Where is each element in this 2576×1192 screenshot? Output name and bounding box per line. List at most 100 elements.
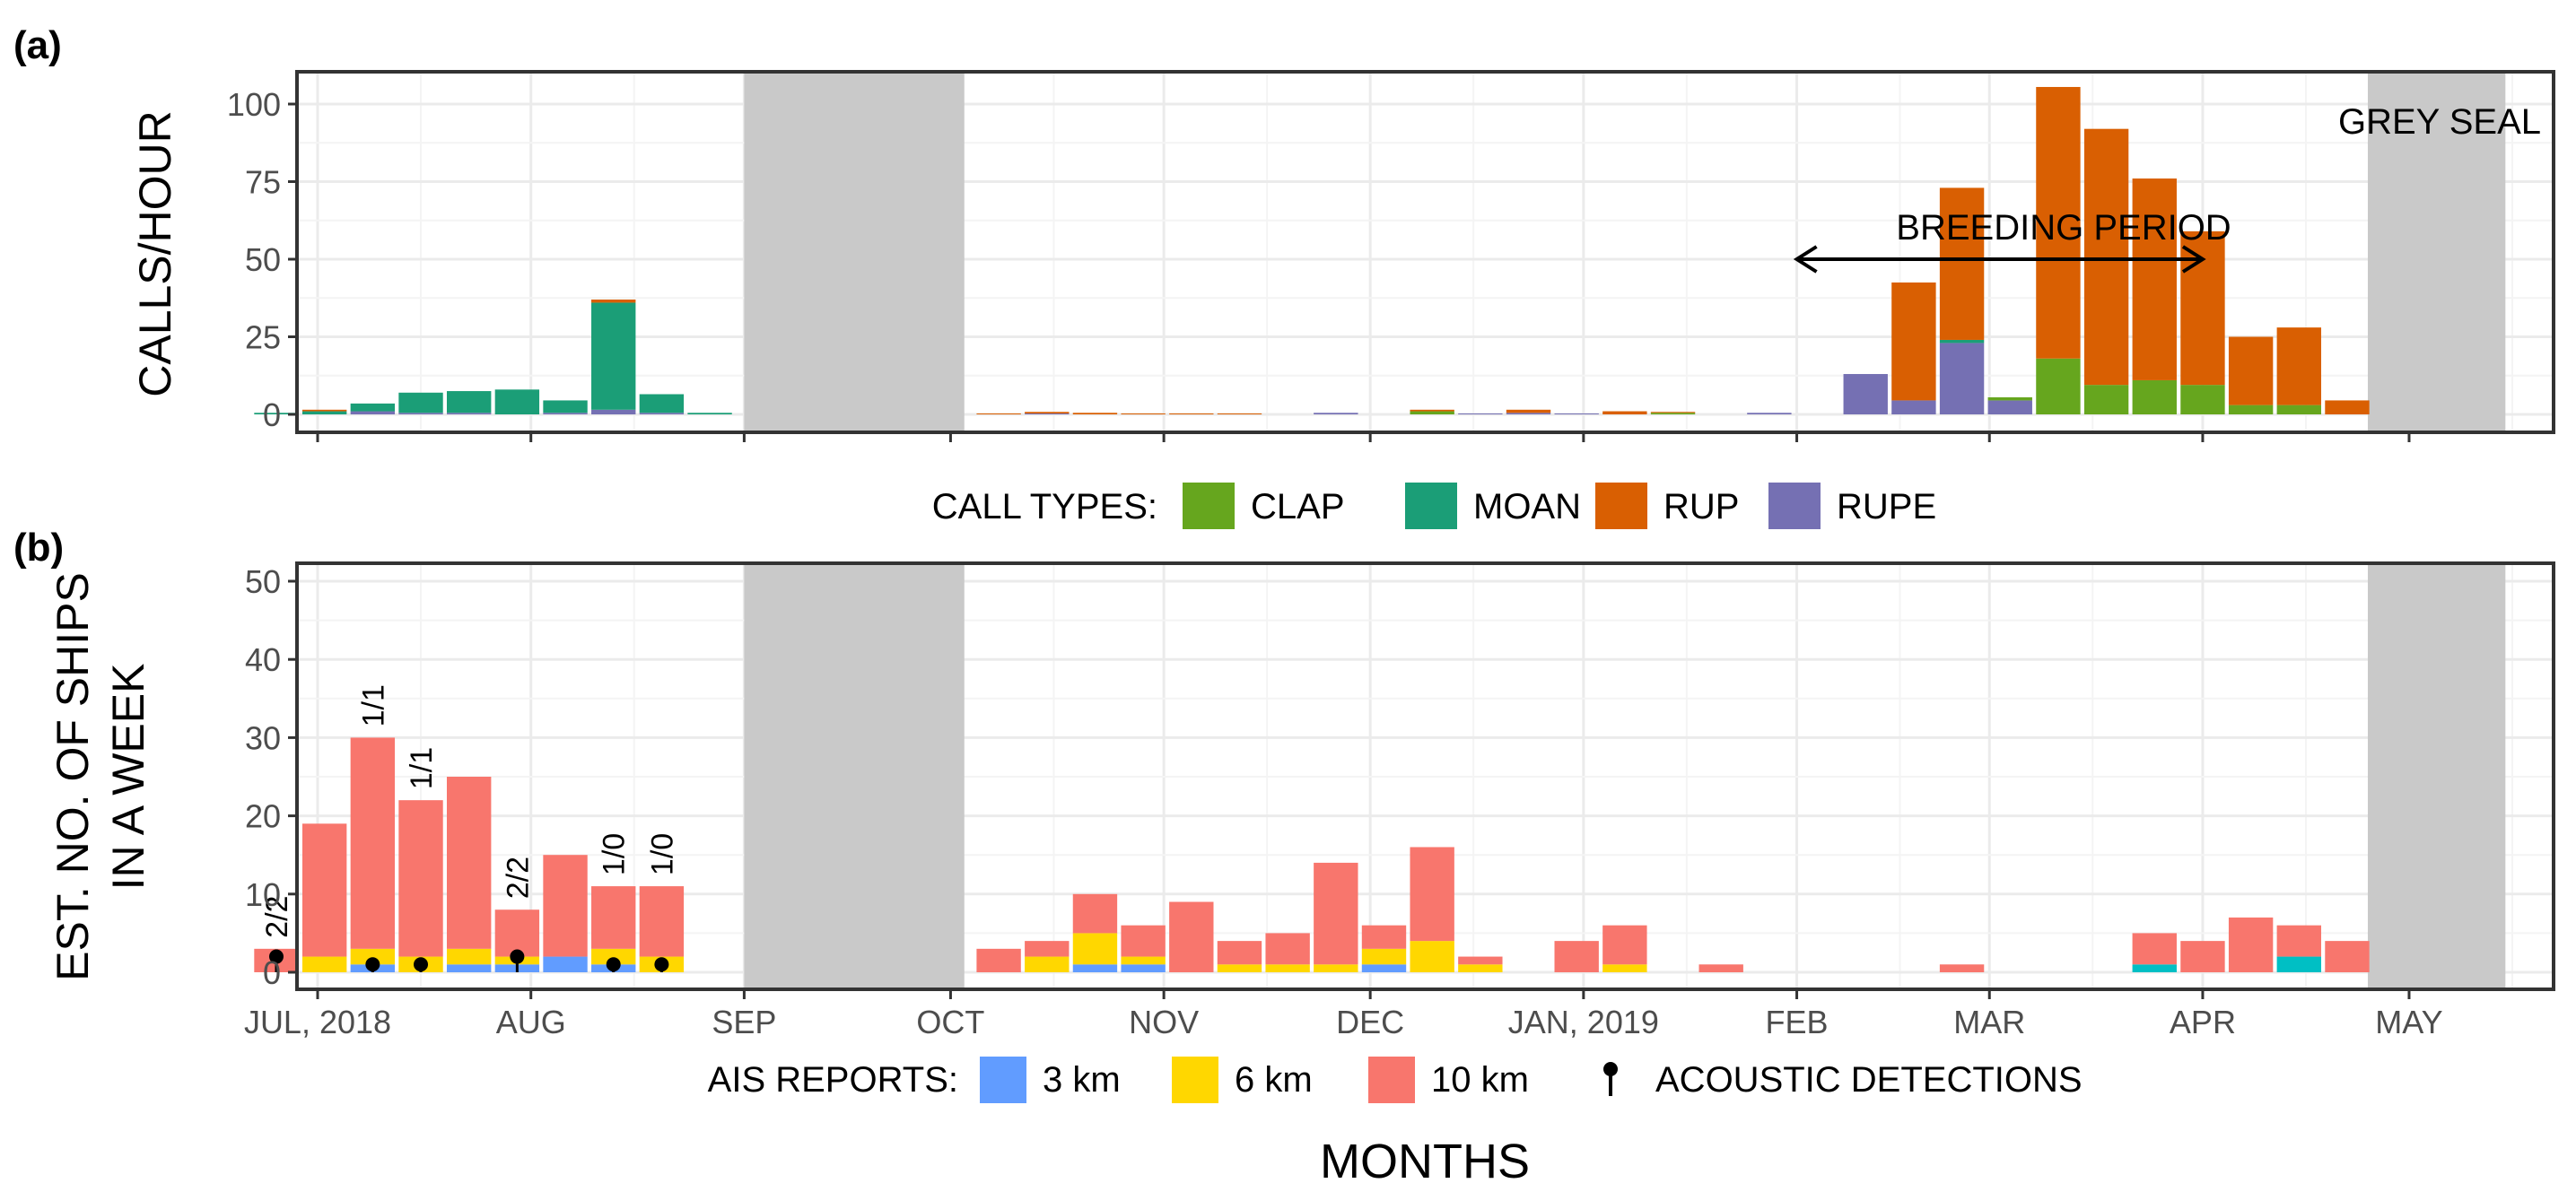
breeding-period-label: BREEDING PERIOD: [1896, 208, 2231, 248]
bar-rup: [2276, 327, 2321, 405]
legend-swatch-clap: [1183, 483, 1235, 529]
bar-10km: [301, 823, 347, 957]
panel-a-y-ticks: 0 25 50 75 100: [227, 86, 297, 433]
bar-6km: [1602, 964, 1647, 972]
panel-a-border: [295, 70, 2555, 434]
breeding-arrow-head-left: [1793, 245, 1818, 274]
y-tick-label: 10: [245, 876, 281, 913]
bar-rupe: [1506, 413, 1551, 414]
bar-10km: [976, 948, 1021, 972]
bar-10km: [447, 777, 492, 949]
panel-b-y-axis-title: EST. NO. OF SHIPS IN A WEEK: [48, 572, 153, 981]
panel-b-x-ticks: JUL, 2018 AUG SEP OCT NOV DEC JAN, 2019 FEB MAR A…: [244, 989, 2443, 1040]
y-tick-label: 30: [245, 719, 281, 756]
bar-rup: [1072, 413, 1118, 414]
bar-rupe: [1891, 400, 1936, 414]
bar-rupe: [1843, 374, 1888, 414]
bar-count-label: 1/1: [405, 747, 439, 789]
panel-a-gap-shading: [744, 72, 2506, 432]
bar-rup: [1121, 413, 1166, 414]
panel-b-border: [295, 561, 2555, 991]
bar-rup: [1025, 412, 1070, 413]
bar-10km: [1410, 847, 1454, 942]
bar-moan: [350, 403, 396, 412]
y-tick-label: 25: [245, 319, 281, 356]
bar-6km: [591, 948, 636, 965]
bar-rupe: [398, 413, 443, 414]
bar-6km: [350, 948, 396, 965]
legend-swatch-ais-3km: [980, 1057, 1026, 1103]
bar-rupe: [1025, 413, 1070, 414]
x-axis-title: MONTHS: [1320, 1135, 1530, 1188]
legend-swatch-ais-10km: [1368, 1057, 1415, 1103]
detection-point: [365, 957, 380, 972]
bar-10km: [2180, 941, 2225, 972]
bar-moan: [398, 392, 443, 413]
bar-10km: [1072, 893, 1118, 934]
bar-6km: [1458, 964, 1503, 972]
y-tick-label: 50: [245, 241, 281, 278]
bar-10km: [2228, 917, 2274, 972]
bar-moan: [1939, 339, 1985, 344]
bar-rup: [2228, 336, 2274, 405]
bar-moan: [447, 391, 492, 413]
x-tick-label: DEC: [1336, 1004, 1404, 1040]
call-types-legend: CALL TYPES: CLAP MOAN RUP RUPE: [932, 483, 1936, 529]
bar-10km: [1458, 956, 1503, 965]
legend-label-rupe: RUPE: [1837, 487, 1936, 526]
bar-moan: [494, 389, 540, 414]
bar-rupe: [1747, 413, 1792, 414]
bar-rup: [2083, 128, 2129, 386]
y-tick-label: 50: [245, 563, 281, 600]
panel-b: 2/2 1/1 1/1 2/2 1/0 1/0 0 10 20 30 40 50 JUL, 2018…: [13, 526, 2555, 1040]
bar-moan: [687, 413, 732, 414]
bar-6km: [1025, 956, 1070, 972]
bar-rup: [1506, 409, 1551, 413]
bar-rup: [976, 413, 1021, 414]
panel-a-x-ticks: [316, 432, 2411, 442]
bar-count-label: 2/2: [501, 857, 535, 899]
bar-clap: [2228, 405, 2274, 414]
bar-rup: [2325, 400, 2370, 414]
panel-b-detections: [268, 949, 669, 972]
legend-label-clap: CLAP: [1251, 487, 1345, 526]
bar-10km: [591, 886, 636, 949]
bar-10km: [1217, 941, 1262, 965]
breeding-period-arrow: [1793, 245, 2206, 274]
bar-3km: [1361, 964, 1407, 972]
x-tick-label: JAN, 2019: [1508, 1004, 1659, 1040]
bar-clap: [1650, 413, 1696, 414]
bar-10km: [1554, 941, 1599, 972]
bar-rup: [2180, 231, 2225, 386]
x-tick-label: AUG: [496, 1004, 566, 1040]
y-tick-label: 0: [263, 954, 281, 991]
bar-10km: [350, 737, 396, 949]
bar-clap: [2180, 385, 2225, 414]
x-tick-label: JUL, 2018: [244, 1004, 391, 1040]
bar-10km: [398, 800, 443, 957]
gap-shading-rect: [2367, 72, 2506, 432]
bar-3km: [2276, 956, 2321, 972]
bar-10km: [494, 909, 540, 957]
bar-10km: [1121, 925, 1166, 957]
bar-10km: [1025, 941, 1070, 957]
bar-10km: [1314, 862, 1358, 965]
bar-moan: [639, 394, 685, 413]
panel-a-annotations: GREY SEAL BREEDING PERIOD: [1793, 102, 2541, 274]
gap-shading-rect: [744, 563, 965, 989]
bar-rup: [1891, 282, 1936, 401]
bar-moan: [543, 400, 588, 413]
detection-point: [606, 957, 621, 972]
bar-rupe: [1314, 413, 1358, 414]
panel-a: GREY SEAL BREEDING PERIOD 0 25 50 75 100 (a)…: [13, 23, 2555, 442]
bar-6km: [301, 956, 347, 972]
y-tick-label: 40: [245, 641, 281, 678]
panel-b-gap-shading: [744, 563, 2506, 989]
bar-10km: [1361, 925, 1407, 949]
bar-rup: [1939, 187, 1985, 340]
bar-10km: [2325, 941, 2370, 972]
legend-swatch-rup: [1595, 483, 1647, 529]
bar-3km: [447, 964, 492, 972]
bar-rup: [591, 299, 636, 303]
